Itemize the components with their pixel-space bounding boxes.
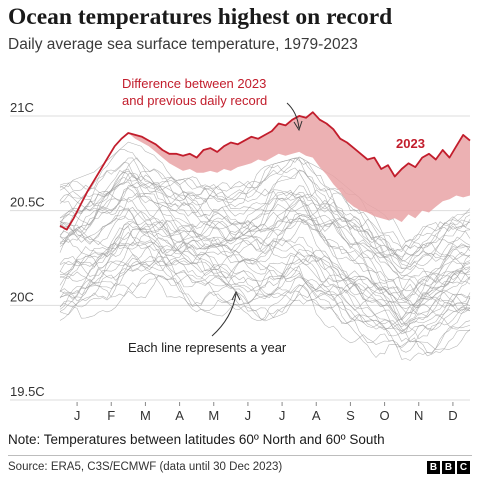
logo-letter: B xyxy=(442,461,455,474)
history-year-line xyxy=(59,242,471,332)
history-year-line xyxy=(59,184,471,292)
logo-letter: C xyxy=(457,461,470,474)
annotations: Difference between 2023 and previous dail… xyxy=(122,76,425,355)
history-year-line xyxy=(59,212,471,301)
footnote: Note: Temperatures between latitudes 60º… xyxy=(8,432,385,447)
history-year-line xyxy=(59,231,471,321)
x-tick-label: J xyxy=(279,408,286,423)
history-year-line xyxy=(59,220,470,314)
history-year-line xyxy=(59,156,471,266)
source-credit: Source: ERA5, C3S/ECMWF (data until 30 D… xyxy=(8,461,283,473)
history-year-line xyxy=(59,220,471,300)
x-tick-label: D xyxy=(448,408,457,423)
y-axis: 21C 20.5C 20C 19.5C xyxy=(10,100,45,399)
history-year-line xyxy=(59,199,471,327)
history-year-line xyxy=(59,158,471,262)
history-year-line xyxy=(59,190,471,285)
annotation-difference: and previous daily record xyxy=(122,93,267,108)
history-year-line xyxy=(59,141,471,243)
x-tick-label: A xyxy=(175,408,184,423)
history-year-line xyxy=(59,245,471,333)
x-tick-label: M xyxy=(140,408,151,423)
history-year-line xyxy=(59,211,471,316)
history-year-line xyxy=(59,189,471,306)
annotation-difference: Difference between 2023 xyxy=(122,76,266,91)
x-tick-label: F xyxy=(107,408,115,423)
history-year-line xyxy=(59,172,471,258)
bbc-logo: B B C xyxy=(427,461,470,474)
logo-letter: B xyxy=(427,461,440,474)
footer-divider xyxy=(8,455,472,456)
history-year-line xyxy=(60,238,471,329)
x-tick-label: J xyxy=(74,408,81,423)
history-year-line xyxy=(59,263,471,361)
history-year-line xyxy=(59,161,471,277)
history-year-line xyxy=(59,188,471,283)
history-year-line xyxy=(59,243,471,335)
y-tick-label: 19.5C xyxy=(10,384,45,399)
chart-title: Ocean temperatures highest on record xyxy=(8,4,393,30)
x-tick-label: A xyxy=(312,408,321,423)
history-year-line xyxy=(59,227,471,340)
history-year-line xyxy=(59,156,471,269)
annotation-arrow xyxy=(286,102,300,129)
history-year-line xyxy=(59,189,471,298)
history-year-line xyxy=(59,220,471,303)
x-tick-label: S xyxy=(346,408,355,423)
record-difference-area xyxy=(128,112,471,222)
arrow-head xyxy=(231,290,241,301)
history-year-line xyxy=(59,264,471,353)
history-year-line xyxy=(59,169,471,268)
x-tick-label: M xyxy=(208,408,219,423)
history-year-line xyxy=(59,258,471,358)
history-year-line xyxy=(59,179,471,260)
temperature-chart: 21C 20.5C 20C 19.5C J F M A M J J A S O N D Difference… xyxy=(10,76,471,423)
arrow-head xyxy=(293,120,303,132)
history-year-line xyxy=(59,157,471,259)
history-year-line xyxy=(59,249,471,354)
history-year-line xyxy=(59,191,471,325)
difference-area xyxy=(128,112,471,222)
series-2023 xyxy=(59,111,471,231)
history-year-line xyxy=(59,192,471,307)
x-tick-label: N xyxy=(414,408,423,423)
history-lines xyxy=(59,141,471,361)
history-year-line xyxy=(59,174,471,258)
annotation-each-line: Each line represents a year xyxy=(128,340,287,355)
annotation-arrow xyxy=(211,293,237,337)
label-2023: 2023 xyxy=(396,136,425,151)
line-2023 xyxy=(59,111,471,231)
y-tick-label: 21C xyxy=(10,100,34,115)
history-year-line xyxy=(59,219,471,304)
x-tick-label: O xyxy=(380,408,390,423)
x-tick-label: J xyxy=(245,408,252,423)
history-year-line xyxy=(59,149,471,252)
chart-subtitle: Daily average sea surface temperature, 1… xyxy=(8,36,358,53)
history-year-line xyxy=(59,164,471,274)
y-tick-label: 20.5C xyxy=(10,195,45,210)
history-year-line xyxy=(59,219,471,316)
history-year-line xyxy=(59,169,471,260)
y-tick-label: 20C xyxy=(10,289,34,304)
